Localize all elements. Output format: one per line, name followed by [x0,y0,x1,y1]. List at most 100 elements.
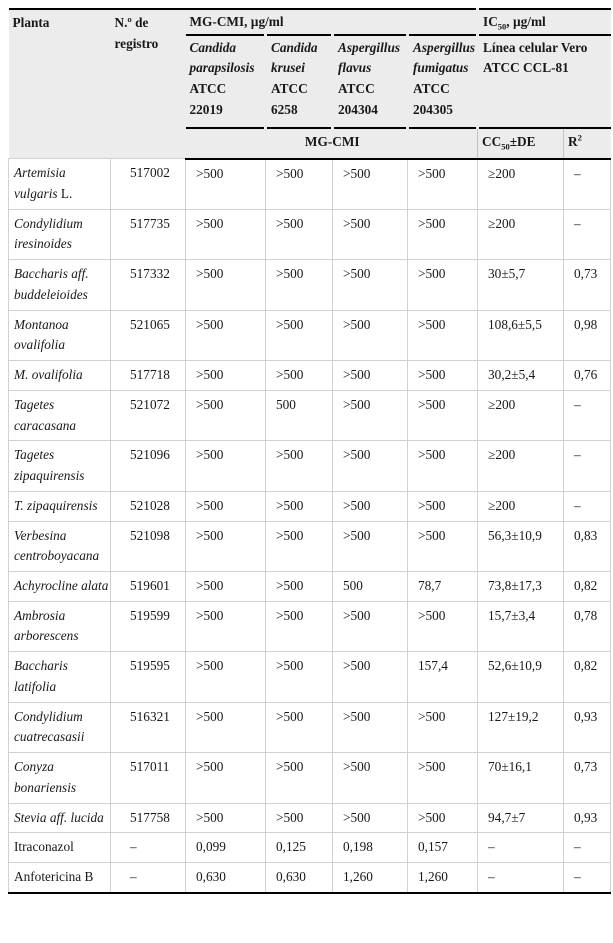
mic-aspergillus-fumigatus-cell: >500 [406,440,479,492]
mic-aspergillus-fumigatus-cell: >500 [406,490,479,522]
species-strain: ATCC 204304 [338,81,378,117]
mic-aspergillus-fumigatus-cell: >500 [406,389,479,442]
plant-name-cell: Ambrosia arborescens [8,600,111,653]
cc50-de-cell: – [477,832,565,864]
mic-candida-parapsilosis-cell: >500 [185,570,266,602]
table-row: Stevia aff. lucida 517758 >500 >500 >500 >500… [8,802,612,834]
registro-cell: – [110,862,186,894]
r2-cell: – [563,832,612,864]
species-name: Aspergillus fumigatus [413,39,476,76]
mic-aspergillus-fumigatus-cell: 0,157 [406,832,479,864]
mic-aspergillus-fumigatus-cell: 1,260 [406,862,479,894]
mic-aspergillus-flavus-cell: >500 [332,752,408,804]
header-group-mg-cmi: MG-CMI, µg/ml [185,9,480,36]
mic-aspergillus-flavus-cell: >500 [332,309,408,362]
r2-cell: – [563,389,612,442]
mic-candida-krusei-cell: >500 [265,570,333,602]
cc50-de-cell: ≥200 [477,208,565,261]
species-name: Candida parapsilosis [189,39,255,76]
cc50-de-cell: ≥200 [477,158,565,210]
plant-name-cell: M. ovalifolia [8,360,111,391]
registro-cell: 517332 [110,259,186,311]
mic-candida-krusei-cell: >500 [265,701,333,754]
mic-candida-parapsilosis-cell: 0,099 [185,832,266,864]
r2-cell: – [563,208,612,261]
cc50-de-cell: – [477,862,565,894]
mic-aspergillus-fumigatus-cell: >500 [406,600,479,653]
r2-cell: 0,83 [563,520,612,572]
registro-cell: 517758 [110,802,186,834]
mic-candida-parapsilosis-cell: >500 [185,389,266,442]
registro-cell: 519601 [110,570,186,602]
plant-name-cell: Condylidium cuatrecasasii [8,701,111,754]
ic50-rest: , µg/ml [506,14,546,29]
r2-cell: 0,93 [563,701,612,754]
mic-aspergillus-flavus-cell: 500 [332,570,408,602]
cc50-de-cell: 94,7±7 [477,802,565,834]
r2-cell: 0,73 [563,259,612,311]
mic-candida-parapsilosis-cell: >500 [185,208,266,261]
r2-cell: 0,82 [563,651,612,703]
mic-candida-parapsilosis-cell: >500 [185,490,266,522]
cc50-de-cell: ≥200 [477,490,565,522]
cc50-rest: ±DE [509,133,536,149]
r2-cell: – [563,862,612,894]
registro-cell: 517002 [110,158,186,210]
plant-name-cell: Montanoa ovalifolia [8,309,111,362]
table-row: Achyrocline alata 519601 >500 >500 500 78,7 73… [8,570,612,602]
plant-name-cell: Stevia aff. lucida [8,802,111,834]
mic-candida-krusei-cell: >500 [265,309,333,362]
cc50-de-cell: 52,6±10,9 [477,651,565,703]
plant-name-cell: Achyrocline alata [8,570,111,602]
mic-aspergillus-fumigatus-cell: >500 [406,520,479,572]
r2-cell: – [563,490,612,522]
mic-candida-parapsilosis-cell: >500 [185,360,266,391]
table-row: Baccharis aff. buddeleioides 517332 >500 >5… [8,259,612,311]
mic-aspergillus-flavus-cell: >500 [332,208,408,261]
header-group-row: Planta N.º de registro MG-CMI, µg/ml IC5… [8,9,611,159]
registro-cell: 517735 [110,208,186,261]
header-subrow: MG-CMI CC50±DE R2 [9,127,611,160]
plant-name-cell: Baccharis aff. buddeleioides [8,259,111,311]
header-aspergillus-fumigatus: Aspergillus fumigatus ATCC 204305 [407,34,480,129]
r2-cell: 0,73 [563,752,612,804]
cc50-de-cell: 108,6±5,5 [477,309,565,362]
mic-candida-krusei-cell: >500 [265,600,333,653]
plant-name-cell: Itraconazol [8,832,111,864]
cc50-de-cell: 30,2±5,4 [477,360,565,391]
table-row: Verbesina centroboyacana 521098 >500 >500 >5… [8,520,612,572]
mic-aspergillus-fumigatus-cell: >500 [406,309,479,362]
ic50-base: IC [483,14,498,29]
subheader-mg-cmi: MG-CMI [185,127,478,160]
mic-candida-parapsilosis-cell: >500 [185,802,266,834]
registro-cell: 517011 [110,752,186,804]
mic-candida-krusei-cell: >500 [265,520,333,572]
mic-candida-parapsilosis-cell: >500 [185,259,266,311]
r2-cell: 0,82 [563,570,612,602]
cc50-de-cell: 56,3±10,9 [477,520,565,572]
table-row: Condylidium cuatrecasasii 516321 >500 >500 >… [8,701,612,754]
registro-cell: – [110,832,186,864]
plant-name-cell: Anfotericina B [8,862,111,894]
plant-name-cell: Artemisia vulgaris L. [8,158,111,210]
mic-aspergillus-fumigatus-cell: 78,7 [406,570,479,602]
mic-aspergillus-fumigatus-cell: >500 [406,259,479,311]
mic-candida-parapsilosis-cell: >500 [185,600,266,653]
mic-candida-parapsilosis-cell: >500 [185,309,266,362]
mic-candida-parapsilosis-cell: 0,630 [185,862,266,894]
table-row: T. zipaquirensis 521028 >500 >500 >500 >500 ≥2… [8,490,612,522]
mic-candida-krusei-cell: 0,630 [265,862,333,894]
species-name: Candida krusei [271,39,318,76]
table-row: Tagetes zipaquirensis 521096 >500 >500 >500 >… [8,440,612,492]
table-row: Condylidium iresinoides 517735 >500 >500 >50… [8,208,612,261]
plant-name-cell: Conyza bonariensis [8,752,111,804]
mic-aspergillus-flavus-cell: >500 [332,701,408,754]
header-candida-krusei: Candida krusei ATCC 6258 [265,34,334,129]
r2-cell: – [563,440,612,492]
registro-cell: 517718 [110,360,186,391]
mic-aspergillus-fumigatus-cell: >500 [406,360,479,391]
header-vero-cell-line: Línea celular Vero ATCC CCL-81 [477,34,611,129]
plant-name-cell: Condylidium iresinoides [8,208,111,261]
table-row: Artemisia vulgaris L. 517002 >500 >500 >500 >… [8,158,612,210]
plant-name-cell: Baccharis latifolia [8,651,111,703]
